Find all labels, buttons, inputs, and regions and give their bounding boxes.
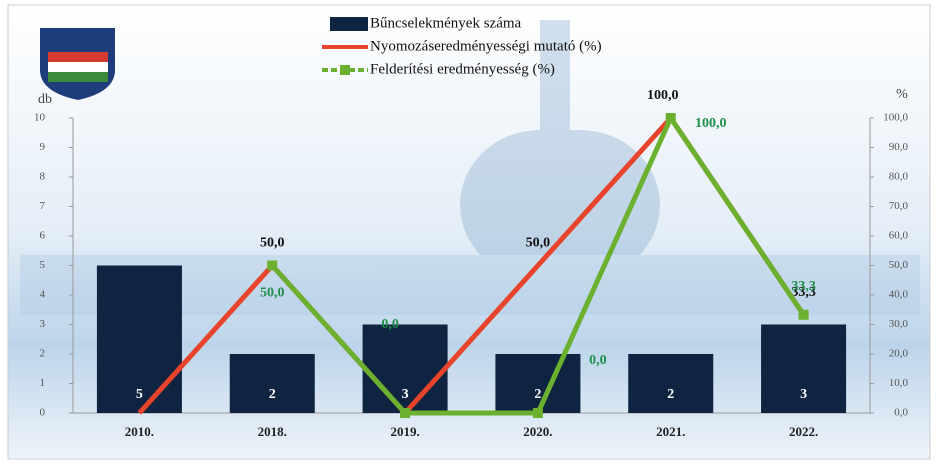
value-label: 100,0 (695, 116, 727, 131)
marker (533, 408, 543, 418)
bar (628, 354, 713, 413)
value-label: 100,0 (647, 88, 679, 103)
y-tick-label: 7 (40, 200, 46, 212)
y-tick-label: 4 (40, 289, 46, 301)
y-tick-label: 3 (40, 318, 46, 330)
police-badge (40, 28, 115, 100)
y2-tick-label: 100,0 (883, 112, 908, 124)
bar-label: 2 (534, 387, 541, 402)
value-label: 33,3 (791, 279, 816, 294)
y2-tick-label: 60,0 (889, 230, 909, 242)
y2-axis-title: % (896, 87, 908, 102)
y-tick-label: 10 (34, 112, 46, 124)
marker (400, 408, 410, 418)
value-label: 0,0 (589, 353, 607, 368)
legend-label: Bűncselekmények száma (370, 15, 522, 31)
x-tick-label: 2022. (789, 424, 818, 439)
bar-label: 3 (402, 387, 409, 402)
x-tick-label: 2019. (390, 424, 419, 439)
legend-swatch (330, 17, 368, 31)
y2-tick-label: 20,0 (889, 348, 909, 360)
y2-tick-label: 90,0 (889, 141, 909, 153)
bar-label: 2 (667, 387, 674, 402)
y2-tick-label: 40,0 (889, 289, 909, 301)
y-tick-label: 1 (40, 377, 46, 389)
y-tick-label: 2 (40, 348, 46, 360)
x-tick-label: 2020. (523, 424, 552, 439)
y2-tick-label: 30,0 (889, 318, 909, 330)
y-axis-title: db (38, 92, 52, 107)
value-label: 0,0 (381, 317, 399, 332)
marker (799, 310, 809, 320)
legend-label: Felderítési eredményesség (%) (370, 61, 555, 77)
value-label: 50,0 (260, 286, 285, 301)
x-tick-label: 2010. (125, 424, 154, 439)
chart: db % 0123456789100,010,020,030,040,050,0… (0, 0, 939, 466)
y-tick-label: 6 (40, 230, 46, 242)
marker (666, 113, 676, 123)
y2-tick-label: 70,0 (889, 200, 909, 212)
legend-marker (340, 65, 350, 75)
y2-tick-label: 10,0 (889, 377, 909, 389)
y2-tick-label: 50,0 (889, 259, 909, 271)
value-label: 50,0 (526, 236, 551, 251)
bar-label: 2 (269, 387, 276, 402)
bar-label: 3 (800, 387, 807, 402)
x-tick-label: 2021. (656, 424, 685, 439)
legend-label: Nyomozáseredményességi mutató (%) (370, 38, 602, 54)
y2-tick-label: 80,0 (889, 171, 909, 183)
bar (495, 354, 580, 413)
y-tick-label: 8 (40, 171, 46, 183)
y2-tick-label: 0,0 (894, 407, 908, 419)
x-tick-label: 2018. (258, 424, 287, 439)
y-tick-label: 9 (40, 141, 46, 153)
value-label: 50,0 (260, 236, 285, 251)
bar (230, 354, 315, 413)
marker (267, 261, 277, 271)
y-tick-label: 0 (40, 407, 46, 419)
bar-label: 5 (136, 387, 143, 402)
y-tick-label: 5 (40, 259, 46, 271)
